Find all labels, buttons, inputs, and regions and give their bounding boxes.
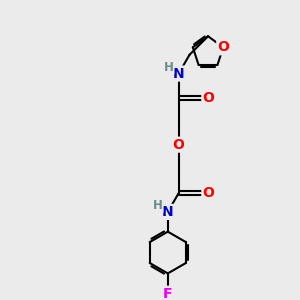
Text: O: O <box>217 40 229 54</box>
Text: O: O <box>202 186 214 200</box>
Text: N: N <box>162 205 174 219</box>
Text: O: O <box>202 91 214 105</box>
Text: H: H <box>164 61 173 74</box>
Text: H: H <box>153 199 163 212</box>
Text: O: O <box>173 138 184 152</box>
Text: N: N <box>173 67 184 81</box>
Text: F: F <box>163 287 172 300</box>
